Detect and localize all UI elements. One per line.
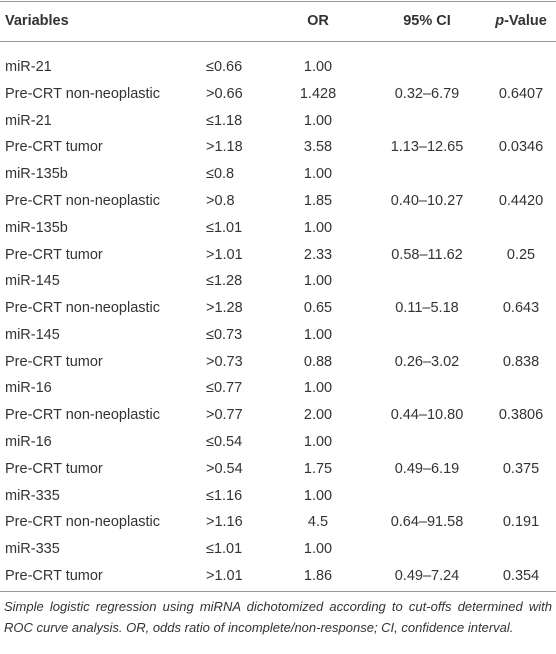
variable: miR-21 <box>5 112 52 129</box>
variable: Pre-CRT tumor <box>5 139 103 156</box>
cutoff: >1.28 <box>206 300 243 317</box>
p-value: 0.191 <box>502 514 540 531</box>
cutoff: ≤0.66 <box>206 59 243 75</box>
odds-ratio: 1.00 <box>303 166 333 183</box>
p-value: 0.838 <box>502 353 540 370</box>
confidence-interval: 0.58–11.62 <box>391 246 463 263</box>
odds-ratio: 1.85 <box>303 192 333 209</box>
confidence-interval: 0.11–5.18 <box>395 300 459 317</box>
odds-ratio: 0.88 <box>303 353 333 370</box>
header-cell: 95% CI <box>403 13 451 29</box>
cutoff: >1.18 <box>206 139 243 156</box>
odds-ratio: 1.00 <box>303 541 333 558</box>
cutoff: >1.01 <box>206 246 243 263</box>
cutoff: >1.01 <box>206 568 243 584</box>
bottom-rule <box>0 591 556 592</box>
variable: Pre-CRT tumor <box>5 353 103 370</box>
p-value: 0.643 <box>502 300 540 317</box>
confidence-interval: 0.40–10.27 <box>390 192 464 209</box>
variable: miR-145 <box>5 326 60 343</box>
p-value: 0.0346 <box>498 139 544 156</box>
variable: Pre-CRT non-neoplastic <box>5 407 161 424</box>
variable: Pre-CRT tumor <box>5 568 103 584</box>
variable: miR-16 <box>5 380 52 397</box>
variable: miR-21 <box>5 59 52 75</box>
variable: miR-135b <box>5 219 68 236</box>
odds-ratio: 3.58 <box>303 139 333 156</box>
cutoff: >0.8 <box>206 192 235 209</box>
caption: Simple logistic regression using miRNA d… <box>4 599 552 635</box>
odds-ratio: 1.86 <box>303 568 333 584</box>
variable: miR-135b <box>5 166 68 183</box>
odds-ratio: 1.00 <box>303 273 333 290</box>
cutoff: ≤1.18 <box>206 112 243 129</box>
top-rule <box>0 1 556 2</box>
variable: Pre-CRT non-neoplastic <box>5 192 161 209</box>
header-rule <box>0 41 556 42</box>
confidence-interval: 0.49–7.24 <box>394 568 460 584</box>
cutoff: ≤0.8 <box>206 166 235 183</box>
odds-ratio: 4.5 <box>307 514 329 531</box>
odds-ratio: 1.00 <box>303 59 333 75</box>
cutoff: ≤0.73 <box>206 326 243 343</box>
cutoff: ≤1.01 <box>206 541 243 558</box>
odds-ratio: 1.00 <box>303 112 333 129</box>
confidence-interval: 0.64–91.58 <box>390 514 464 531</box>
confidence-interval: 0.26–3.02 <box>394 353 460 370</box>
cutoff: >0.73 <box>206 353 243 370</box>
variable: miR-16 <box>5 434 52 451</box>
cutoff: ≤0.54 <box>206 434 243 451</box>
p-value: 0.375 <box>502 460 540 477</box>
variable: Pre-CRT non-neoplastic <box>5 514 161 531</box>
odds-ratio: 1.428 <box>299 85 337 102</box>
p-value: 0.6407 <box>498 85 544 102</box>
odds-ratio: 0.65 <box>303 300 333 317</box>
variable: Pre-CRT tumor <box>5 246 103 263</box>
odds-ratio: 1.00 <box>303 326 333 343</box>
cutoff: >1.16 <box>206 514 243 531</box>
confidence-interval: 1.13–12.65 <box>390 139 464 156</box>
variable: miR-335 <box>5 541 60 558</box>
p-value: 0.25 <box>506 246 536 263</box>
odds-ratio: 1.00 <box>303 487 333 504</box>
odds-ratio: 2.33 <box>303 246 333 263</box>
variable: Pre-CRT non-neoplastic <box>5 300 161 317</box>
header-cell: Variables <box>5 13 69 29</box>
cutoff: >0.66 <box>206 85 243 102</box>
odds-ratio: 1.00 <box>303 380 333 397</box>
cutoff: ≤0.77 <box>206 380 243 397</box>
odds-ratio: 1.00 <box>303 434 333 451</box>
cutoff: ≤1.28 <box>206 273 243 290</box>
header-cell: p-Value <box>495 13 547 29</box>
variable: miR-335 <box>5 487 60 504</box>
cutoff: ≤1.01 <box>206 219 243 236</box>
odds-ratio: 2.00 <box>303 407 333 424</box>
p-value: 0.4420 <box>498 192 544 209</box>
p-value: 0.354 <box>502 568 540 584</box>
cutoff: ≤1.16 <box>206 487 243 504</box>
confidence-interval: 0.32–6.79 <box>394 85 460 102</box>
variable: miR-145 <box>5 273 60 290</box>
variable: Pre-CRT tumor <box>5 460 103 477</box>
cutoff: >0.54 <box>206 460 243 477</box>
header-cell: OR <box>307 13 329 29</box>
confidence-interval: 0.44–10.80 <box>390 407 464 424</box>
cutoff: >0.77 <box>206 407 243 424</box>
odds-ratio: 1.75 <box>303 460 333 477</box>
p-value: 0.3806 <box>498 407 544 424</box>
odds-ratio: 1.00 <box>303 219 333 236</box>
variable: Pre-CRT non-neoplastic <box>5 85 161 102</box>
confidence-interval: 0.49–6.19 <box>394 460 460 477</box>
